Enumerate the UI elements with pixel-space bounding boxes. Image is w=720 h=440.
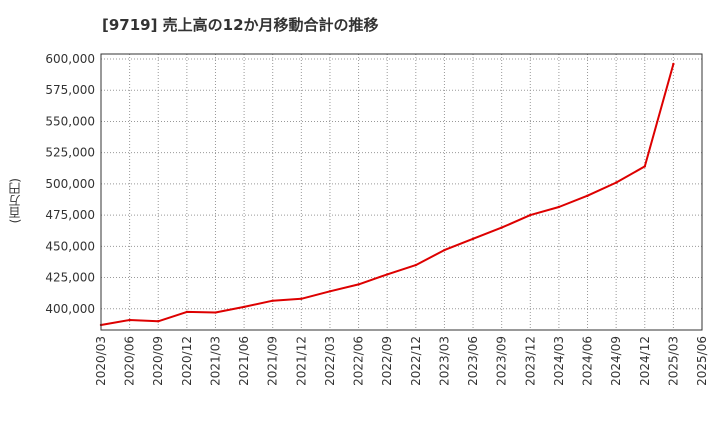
x-tick-label: 2024/09 [609, 336, 623, 386]
plot-border [100, 53, 703, 331]
data-point [500, 226, 503, 229]
x-tick-label: 2023/09 [495, 336, 509, 386]
data-point [214, 311, 217, 314]
y-tick-label: 400,000 [45, 302, 95, 316]
y-tick-label: 500,000 [45, 177, 95, 191]
x-tick-label: 2025/06 [695, 336, 709, 386]
x-tick-label: 2020/09 [151, 336, 165, 386]
data-point [357, 283, 360, 286]
x-tick-label: 2023/03 [437, 336, 451, 386]
x-tick-label: 2022/03 [323, 336, 337, 386]
data-point [414, 263, 418, 267]
y-tick-label: 425,000 [45, 271, 95, 285]
y-tick-label: 450,000 [45, 239, 95, 253]
data-point [328, 290, 332, 293]
y-tick-label: 525,000 [45, 146, 95, 160]
data-point [672, 62, 675, 66]
data-point [586, 194, 589, 197]
data-point [300, 297, 303, 300]
x-tick-label: 2023/06 [466, 336, 480, 386]
x-tick-label: 2022/09 [380, 336, 394, 386]
x-tick-label: 2020/06 [123, 336, 137, 386]
data-point [185, 310, 189, 314]
x-tick-label: 2021/03 [208, 336, 222, 386]
data-point [529, 213, 532, 217]
x-tick-label: 2020/03 [94, 336, 108, 386]
y-tick-label: 475,000 [45, 208, 95, 222]
x-tick-label: 2024/03 [552, 336, 566, 386]
x-tick-label: 2021/12 [294, 336, 308, 386]
data-point [557, 205, 561, 209]
data-point [471, 237, 475, 241]
x-tick-label: 2024/06 [581, 336, 595, 386]
x-tick-label: 2021/06 [237, 336, 251, 386]
y-tick-label: 600,000 [45, 52, 95, 66]
x-tick-label: 2023/12 [523, 336, 537, 386]
data-point [157, 320, 160, 323]
data-point [242, 305, 246, 309]
data-point [128, 318, 131, 322]
x-tick-label: 2025/03 [666, 336, 680, 386]
data-point [385, 273, 389, 276]
chart-title: [9719] 売上高の12か月移動合計の推移 [102, 16, 379, 34]
data-point [643, 165, 646, 168]
data-point [443, 248, 446, 252]
x-tick-label: 2021/09 [266, 336, 280, 386]
data-point [271, 299, 274, 302]
x-tick-label: 2020/12 [180, 336, 194, 386]
data-point [614, 181, 618, 184]
plot-area [101, 54, 702, 330]
x-tick-label: 2024/12 [638, 336, 652, 386]
x-tick-label: 2022/12 [409, 336, 423, 386]
y-tick-label: 550,000 [45, 114, 95, 128]
y-tick-label: 575,000 [45, 83, 95, 97]
x-tick-label: 2022/06 [352, 336, 366, 386]
